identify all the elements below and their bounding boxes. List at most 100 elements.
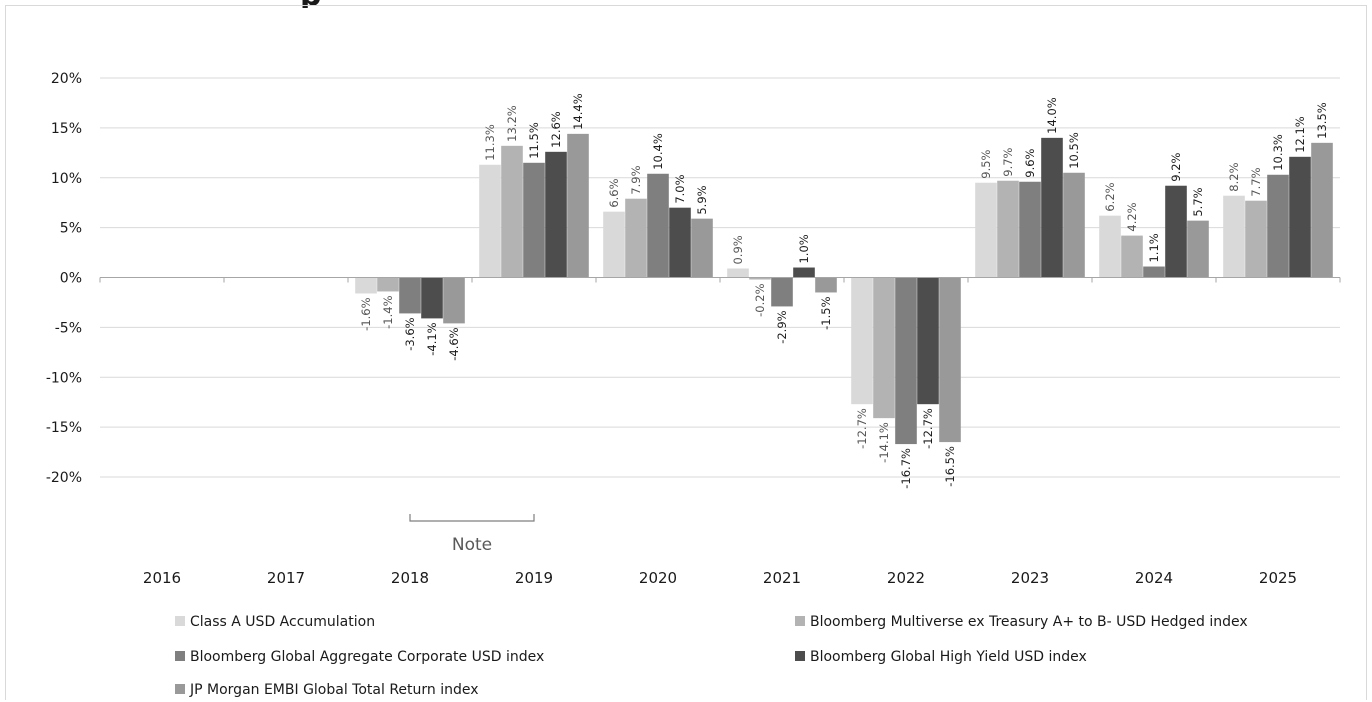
chart-frame: [5, 5, 1367, 700]
data-label: 7.9%: [629, 165, 643, 194]
data-label: 14.4%: [571, 93, 585, 130]
bar: [873, 277, 895, 419]
bar: [479, 164, 501, 278]
data-label: 12.1%: [1293, 116, 1307, 153]
bar: [567, 133, 589, 278]
y-tick-label: 10%: [51, 171, 82, 187]
data-label: 5.9%: [695, 185, 709, 214]
data-label: 1.0%: [797, 234, 811, 263]
bar: [815, 277, 837, 293]
bar: [1187, 220, 1209, 278]
data-label: -2.9%: [775, 310, 789, 343]
y-tick-label: 0%: [60, 271, 82, 287]
y-tick-label: -20%: [46, 470, 82, 486]
data-label: -4.6%: [447, 327, 461, 360]
bar: [523, 162, 545, 278]
x-tick-label: 2020: [639, 569, 677, 587]
bar: [727, 268, 749, 278]
bar: [669, 207, 691, 278]
bar: [939, 277, 961, 443]
x-tick-label: 2017: [267, 569, 305, 587]
data-label: -12.7%: [855, 408, 869, 449]
bar: [545, 151, 567, 278]
data-label: 14.0%: [1045, 97, 1059, 134]
title-fragment-glyphs: p: [300, 0, 321, 8]
data-label: 10.4%: [651, 133, 665, 170]
x-tick-label: 2019: [515, 569, 553, 587]
y-tick-label: 15%: [51, 121, 82, 137]
data-label: 4.2%: [1125, 202, 1139, 231]
y-tick-label: 5%: [60, 221, 82, 237]
bar: [443, 277, 465, 324]
legend-swatch: [175, 651, 185, 661]
x-tick-label: 2023: [1011, 569, 1049, 587]
x-tick-label: 2022: [887, 569, 925, 587]
data-label: 0.9%: [731, 235, 745, 264]
bar: [793, 267, 815, 278]
data-label: 6.6%: [607, 178, 621, 207]
note-bracket: [409, 514, 535, 522]
bar: [851, 277, 873, 405]
legend-label: Class A USD Accumulation: [190, 614, 375, 630]
data-label: 11.5%: [527, 122, 541, 159]
bar: [421, 277, 443, 319]
data-label: 1.1%: [1147, 233, 1161, 262]
note-label: Note: [452, 535, 492, 555]
data-label: -3.6%: [403, 317, 417, 350]
bar: [1245, 200, 1267, 278]
data-label: 9.6%: [1023, 148, 1037, 177]
data-label: -12.7%: [921, 408, 935, 449]
bar: [997, 180, 1019, 278]
legend-swatch: [795, 616, 805, 626]
data-label: -14.1%: [877, 422, 891, 463]
data-label: -1.4%: [381, 295, 395, 328]
bar: [1063, 172, 1085, 278]
data-label: 9.2%: [1169, 152, 1183, 181]
data-label: -1.5%: [819, 296, 833, 329]
x-tick-label: 2025: [1259, 569, 1297, 587]
data-label: -0.2%: [753, 283, 767, 316]
legend-swatch: [175, 616, 185, 626]
bar: [1223, 195, 1245, 278]
y-tick-label: 20%: [51, 71, 82, 87]
bar: [1121, 235, 1143, 278]
bar: [749, 277, 771, 280]
data-label: 12.6%: [549, 111, 563, 148]
bar: [895, 277, 917, 445]
data-label: 10.3%: [1271, 134, 1285, 171]
bar: [501, 145, 523, 278]
data-label: 13.2%: [505, 105, 519, 142]
y-tick-label: -10%: [46, 370, 82, 386]
legend-label: JP Morgan EMBI Global Total Return index: [189, 682, 479, 698]
y-tick-label: -5%: [55, 320, 82, 336]
bar: [1311, 142, 1333, 278]
y-tick-label: -15%: [46, 420, 82, 436]
x-tick-label: 2024: [1135, 569, 1173, 587]
bar: [771, 277, 793, 307]
data-label: 7.0%: [673, 174, 687, 203]
bar: [603, 211, 625, 278]
legend-swatch: [795, 651, 805, 661]
bar: [1143, 266, 1165, 278]
legend-label: Bloomberg Multiverse ex Treasury A+ to B…: [810, 614, 1248, 630]
bar: [377, 277, 399, 292]
data-label: 9.5%: [979, 149, 993, 178]
title-fragment: p: [0, 0, 1372, 8]
bar: [691, 218, 713, 278]
data-label: 9.7%: [1001, 147, 1015, 176]
bar: [975, 182, 997, 278]
data-label: 13.5%: [1315, 102, 1329, 139]
x-tick-label: 2021: [763, 569, 801, 587]
bar: [1041, 137, 1063, 278]
bar: [917, 277, 939, 405]
data-label: -1.6%: [359, 297, 373, 330]
data-label: 11.3%: [483, 124, 497, 161]
legend-swatch: [175, 684, 185, 694]
data-label: 8.2%: [1227, 162, 1241, 191]
data-label: -16.7%: [899, 448, 913, 489]
bar: [355, 277, 377, 294]
data-label: 10.5%: [1067, 132, 1081, 169]
data-label: 6.2%: [1103, 182, 1117, 211]
data-label: -4.1%: [425, 322, 439, 355]
